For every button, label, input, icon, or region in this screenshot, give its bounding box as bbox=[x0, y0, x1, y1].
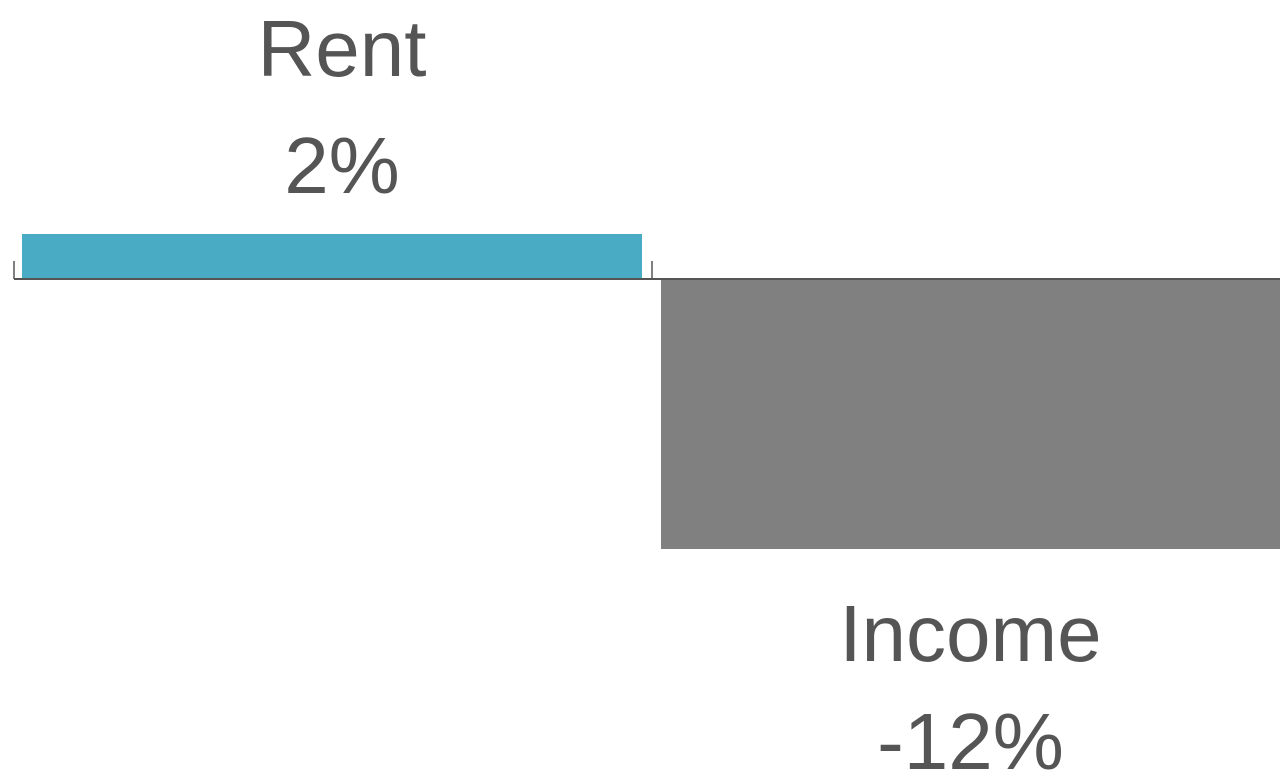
value-label: -12% bbox=[877, 697, 1064, 784]
value-label: 2% bbox=[284, 121, 400, 210]
bar bbox=[661, 279, 1280, 549]
category-label: Rent bbox=[258, 4, 427, 93]
category-label: Income bbox=[839, 589, 1101, 678]
bar bbox=[22, 234, 642, 279]
